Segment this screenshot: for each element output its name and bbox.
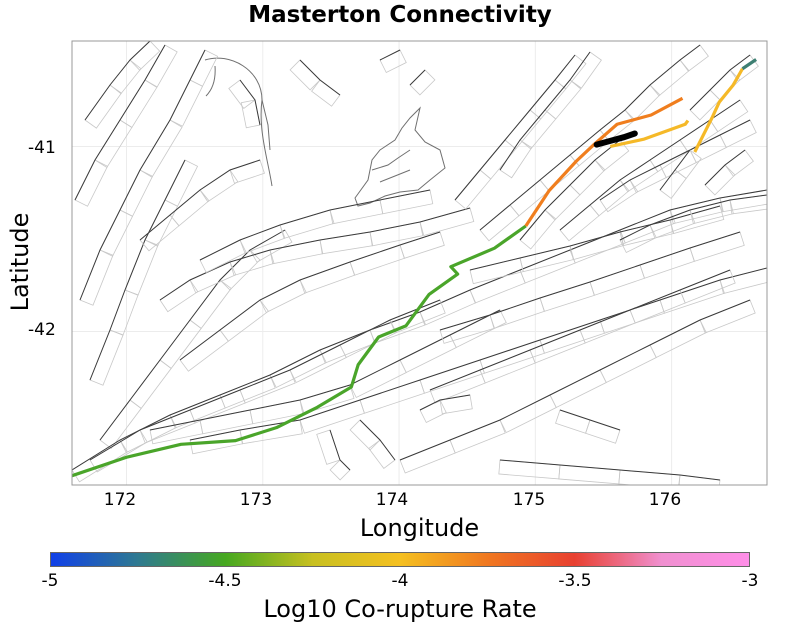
x-tick-label: 172 — [103, 490, 137, 510]
fault-trace — [499, 51, 591, 171]
fault-trace — [704, 149, 746, 186]
fault-trace — [72, 189, 767, 471]
chart-title: Masterton Connectivity — [248, 2, 552, 28]
x-tick-label: 175 — [512, 490, 546, 510]
map-content — [72, 41, 767, 485]
fault-trace — [659, 149, 691, 191]
fault-trace — [299, 59, 341, 96]
fault-trace — [599, 119, 751, 201]
coastline — [204, 57, 446, 207]
fault-trace — [379, 49, 401, 61]
fault-trace — [439, 231, 741, 331]
fault-trace — [89, 159, 186, 381]
fault-trace — [479, 44, 701, 231]
fault-trace — [399, 299, 751, 461]
fault-trace — [239, 79, 261, 126]
fault-trace — [199, 189, 431, 261]
target-fault-trace — [593, 130, 638, 148]
x-tick-label: 176 — [648, 490, 682, 510]
fault-trace — [619, 194, 767, 241]
rupture-trace — [72, 224, 527, 478]
fault-trace — [149, 309, 501, 431]
y-axis-label: Latitude — [6, 212, 34, 312]
y-tick-label: -42 — [28, 320, 56, 340]
fault-trace — [689, 54, 751, 111]
x-axis-label: Longitude — [359, 514, 480, 542]
fault-trace — [139, 159, 261, 241]
fault-trace — [329, 429, 351, 471]
fault-trace — [409, 69, 426, 86]
colorbar-tick-label: -4 — [391, 571, 409, 591]
fault-trace — [84, 41, 151, 121]
fault-trace — [179, 231, 441, 361]
fault-trace — [519, 139, 621, 241]
colorbar-tick-label: -4.5 — [208, 571, 242, 591]
fault-trace — [74, 44, 166, 201]
fault-trace — [79, 49, 206, 301]
fault-trace — [499, 459, 721, 481]
fault-trace — [419, 394, 471, 411]
x-tick-label: 173 — [239, 490, 273, 510]
fault-trace — [189, 267, 767, 441]
y-tick-label: -41 — [28, 138, 56, 158]
colorbar-tick-label: -3 — [741, 571, 759, 591]
colorbar — [50, 552, 750, 567]
target-fault — [593, 130, 638, 148]
colorbar-label: Log10 Co-rupture Rate — [263, 595, 537, 623]
fault-trace — [454, 54, 576, 201]
fault-trace — [469, 205, 721, 271]
grid-lines — [72, 41, 767, 485]
plot-frame — [71, 40, 768, 486]
rupture-trace — [741, 58, 757, 71]
rupture-trace — [609, 119, 690, 149]
colorbar-tick-label: -3.5 — [558, 571, 592, 591]
colorbar-tick-label: -5 — [41, 571, 59, 591]
fault-trace — [359, 419, 396, 461]
x-tick-label: 174 — [375, 490, 409, 510]
rupture-trace — [693, 67, 744, 153]
fault-trace — [99, 229, 286, 441]
fault-trace — [159, 207, 471, 301]
fault-trace — [89, 299, 441, 461]
fault-trace — [429, 269, 731, 391]
fault-trace — [559, 409, 621, 431]
fault-network — [72, 41, 767, 485]
